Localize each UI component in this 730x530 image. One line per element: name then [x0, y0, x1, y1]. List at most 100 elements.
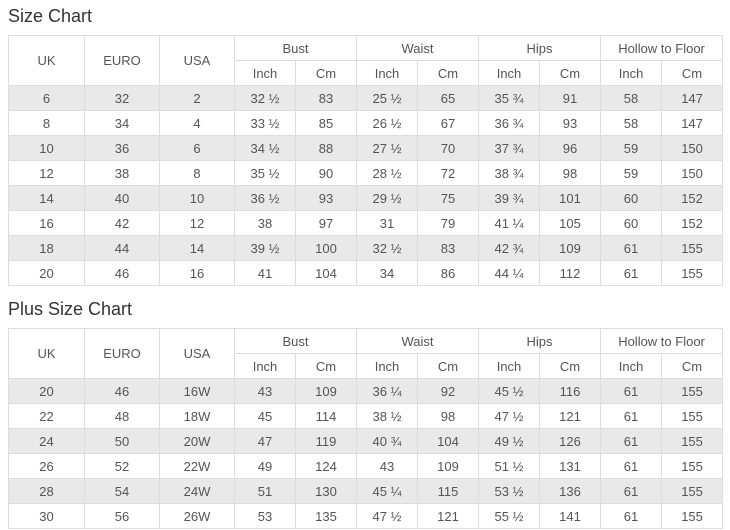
- table-cell: 10: [159, 185, 235, 211]
- table-cell: 34: [356, 260, 419, 286]
- table-cell: 16: [8, 210, 85, 236]
- unit-header-cm: Cm: [539, 60, 602, 86]
- table-cell: 101: [539, 185, 602, 211]
- table-cell: 60: [600, 185, 663, 211]
- table-cell: 32: [84, 85, 160, 111]
- group-header-hips: Hips: [478, 328, 602, 354]
- table-cell: 53: [234, 503, 296, 529]
- table-cell: 152: [661, 185, 724, 211]
- table-row: 26 52 22W 49 124 43 109 51 ½ 131 61 155: [8, 453, 724, 479]
- table-cell: 24: [8, 428, 85, 454]
- table-cell: 18: [8, 235, 85, 261]
- table-cell: 45: [234, 403, 296, 429]
- table-cell: 40 ¾: [356, 428, 419, 454]
- table-cell: 59: [600, 135, 663, 161]
- table-cell: 16W: [159, 378, 235, 404]
- table-cell: 54: [84, 478, 160, 504]
- table-cell: 152: [661, 210, 724, 236]
- table-cell: 61: [600, 478, 663, 504]
- table-cell: 65: [417, 85, 480, 111]
- table-cell: 51 ½: [478, 453, 541, 479]
- table-cell: 155: [661, 260, 724, 286]
- table-cell: 126: [539, 428, 602, 454]
- unit-header-inch: Inch: [600, 60, 663, 86]
- table-cell: 70: [417, 135, 480, 161]
- table-cell: 33 ½: [234, 110, 296, 136]
- group-header-hollow-to-floor: Hollow to Floor: [600, 35, 724, 61]
- table-cell: 155: [661, 378, 724, 404]
- table-cell: 130: [294, 478, 358, 504]
- table-cell: 27 ½: [356, 135, 419, 161]
- header-row-groups: UK EURO USA Bust Waist Hips Hollow to Floor: [8, 35, 724, 86]
- table-cell: 48: [84, 403, 160, 429]
- table-cell: 50: [84, 428, 160, 454]
- table-cell: 38 ½: [356, 403, 419, 429]
- table-cell: 46: [84, 378, 160, 404]
- table-cell: 83: [294, 85, 358, 111]
- table-cell: 41: [234, 260, 296, 286]
- table-cell: 116: [539, 378, 602, 404]
- table-cell: 121: [417, 503, 480, 529]
- table-cell: 67: [417, 110, 480, 136]
- table-cell: 43: [234, 378, 296, 404]
- unit-header-inch: Inch: [234, 60, 296, 86]
- header-row-units: Inch Cm Inch Cm Inch Cm Inch Cm: [9, 353, 724, 379]
- column-header-uk: UK: [8, 328, 85, 379]
- table-cell: 26: [8, 453, 85, 479]
- table-row: 28 54 24W 51 130 45 ¼ 115 53 ½ 136 61 155: [8, 478, 724, 504]
- column-header-usa: USA: [159, 328, 235, 379]
- unit-header-cm: Cm: [539, 353, 602, 379]
- table-cell: 155: [661, 453, 724, 479]
- table-row: 30 56 26W 53 135 47 ½ 121 55 ½ 141 61 155: [8, 503, 724, 529]
- table-row: 18 44 14 39 ½ 100 32 ½ 83 42 ¾ 109 61 155: [8, 235, 724, 261]
- table-cell: 12: [159, 210, 235, 236]
- table-cell: 96: [539, 135, 602, 161]
- table-cell: 43: [356, 453, 419, 479]
- table-cell: 155: [661, 503, 724, 529]
- unit-header-cm: Cm: [661, 353, 724, 379]
- table-cell: 51: [234, 478, 296, 504]
- table-cell: 16: [159, 260, 235, 286]
- table-cell: 47: [234, 428, 296, 454]
- table-cell: 20: [8, 260, 85, 286]
- plus-size-chart-title: Plus Size Chart: [8, 299, 133, 319]
- table-cell: 98: [417, 403, 480, 429]
- table-cell: 61: [600, 403, 663, 429]
- table-cell: 124: [294, 453, 358, 479]
- table-cell: 147: [661, 85, 724, 111]
- table-cell: 114: [294, 403, 358, 429]
- table-cell: 28: [8, 478, 85, 504]
- table-cell: 47 ½: [356, 503, 419, 529]
- table-cell: 42: [84, 210, 160, 236]
- header-row-groups: UK EURO USA Bust Waist Hips Hollow to Floor: [8, 328, 724, 379]
- table-cell: 38: [234, 210, 296, 236]
- table-row: 24 50 20W 47 119 40 ¾ 104 49 ½ 126 61 155: [8, 428, 724, 454]
- table-cell: 61: [600, 260, 663, 286]
- table-cell: 8: [8, 110, 85, 136]
- table-cell: 46: [84, 260, 160, 286]
- table-cell: 29 ½: [356, 185, 419, 211]
- table-cell: 45 ¼: [356, 478, 419, 504]
- table-cell: 56: [84, 503, 160, 529]
- table-cell: 4: [159, 110, 235, 136]
- table-cell: 30: [8, 503, 85, 529]
- table-cell: 36 ¾: [478, 110, 541, 136]
- table-cell: 26W: [159, 503, 235, 529]
- table-cell: 12: [8, 160, 85, 186]
- table-cell: 61: [600, 503, 663, 529]
- header-row-units: Inch Cm Inch Cm Inch Cm Inch Cm: [9, 60, 724, 86]
- table-cell: 112: [539, 260, 602, 286]
- table-row: 16 42 12 38 97 31 79 41 ¼ 105 60 152: [8, 210, 724, 236]
- table-cell: 37 ¾: [478, 135, 541, 161]
- table-cell: 20W: [159, 428, 235, 454]
- table-cell: 44 ¼: [478, 260, 541, 286]
- table-cell: 36 ¼: [356, 378, 419, 404]
- table-cell: 47 ½: [478, 403, 541, 429]
- table-cell: 36: [84, 135, 160, 161]
- table-cell: 22W: [159, 453, 235, 479]
- table-cell: 61: [600, 453, 663, 479]
- table-cell: 24W: [159, 478, 235, 504]
- group-header-waist: Waist: [356, 35, 480, 61]
- group-header-hips: Hips: [478, 35, 602, 61]
- table-cell: 8: [159, 160, 235, 186]
